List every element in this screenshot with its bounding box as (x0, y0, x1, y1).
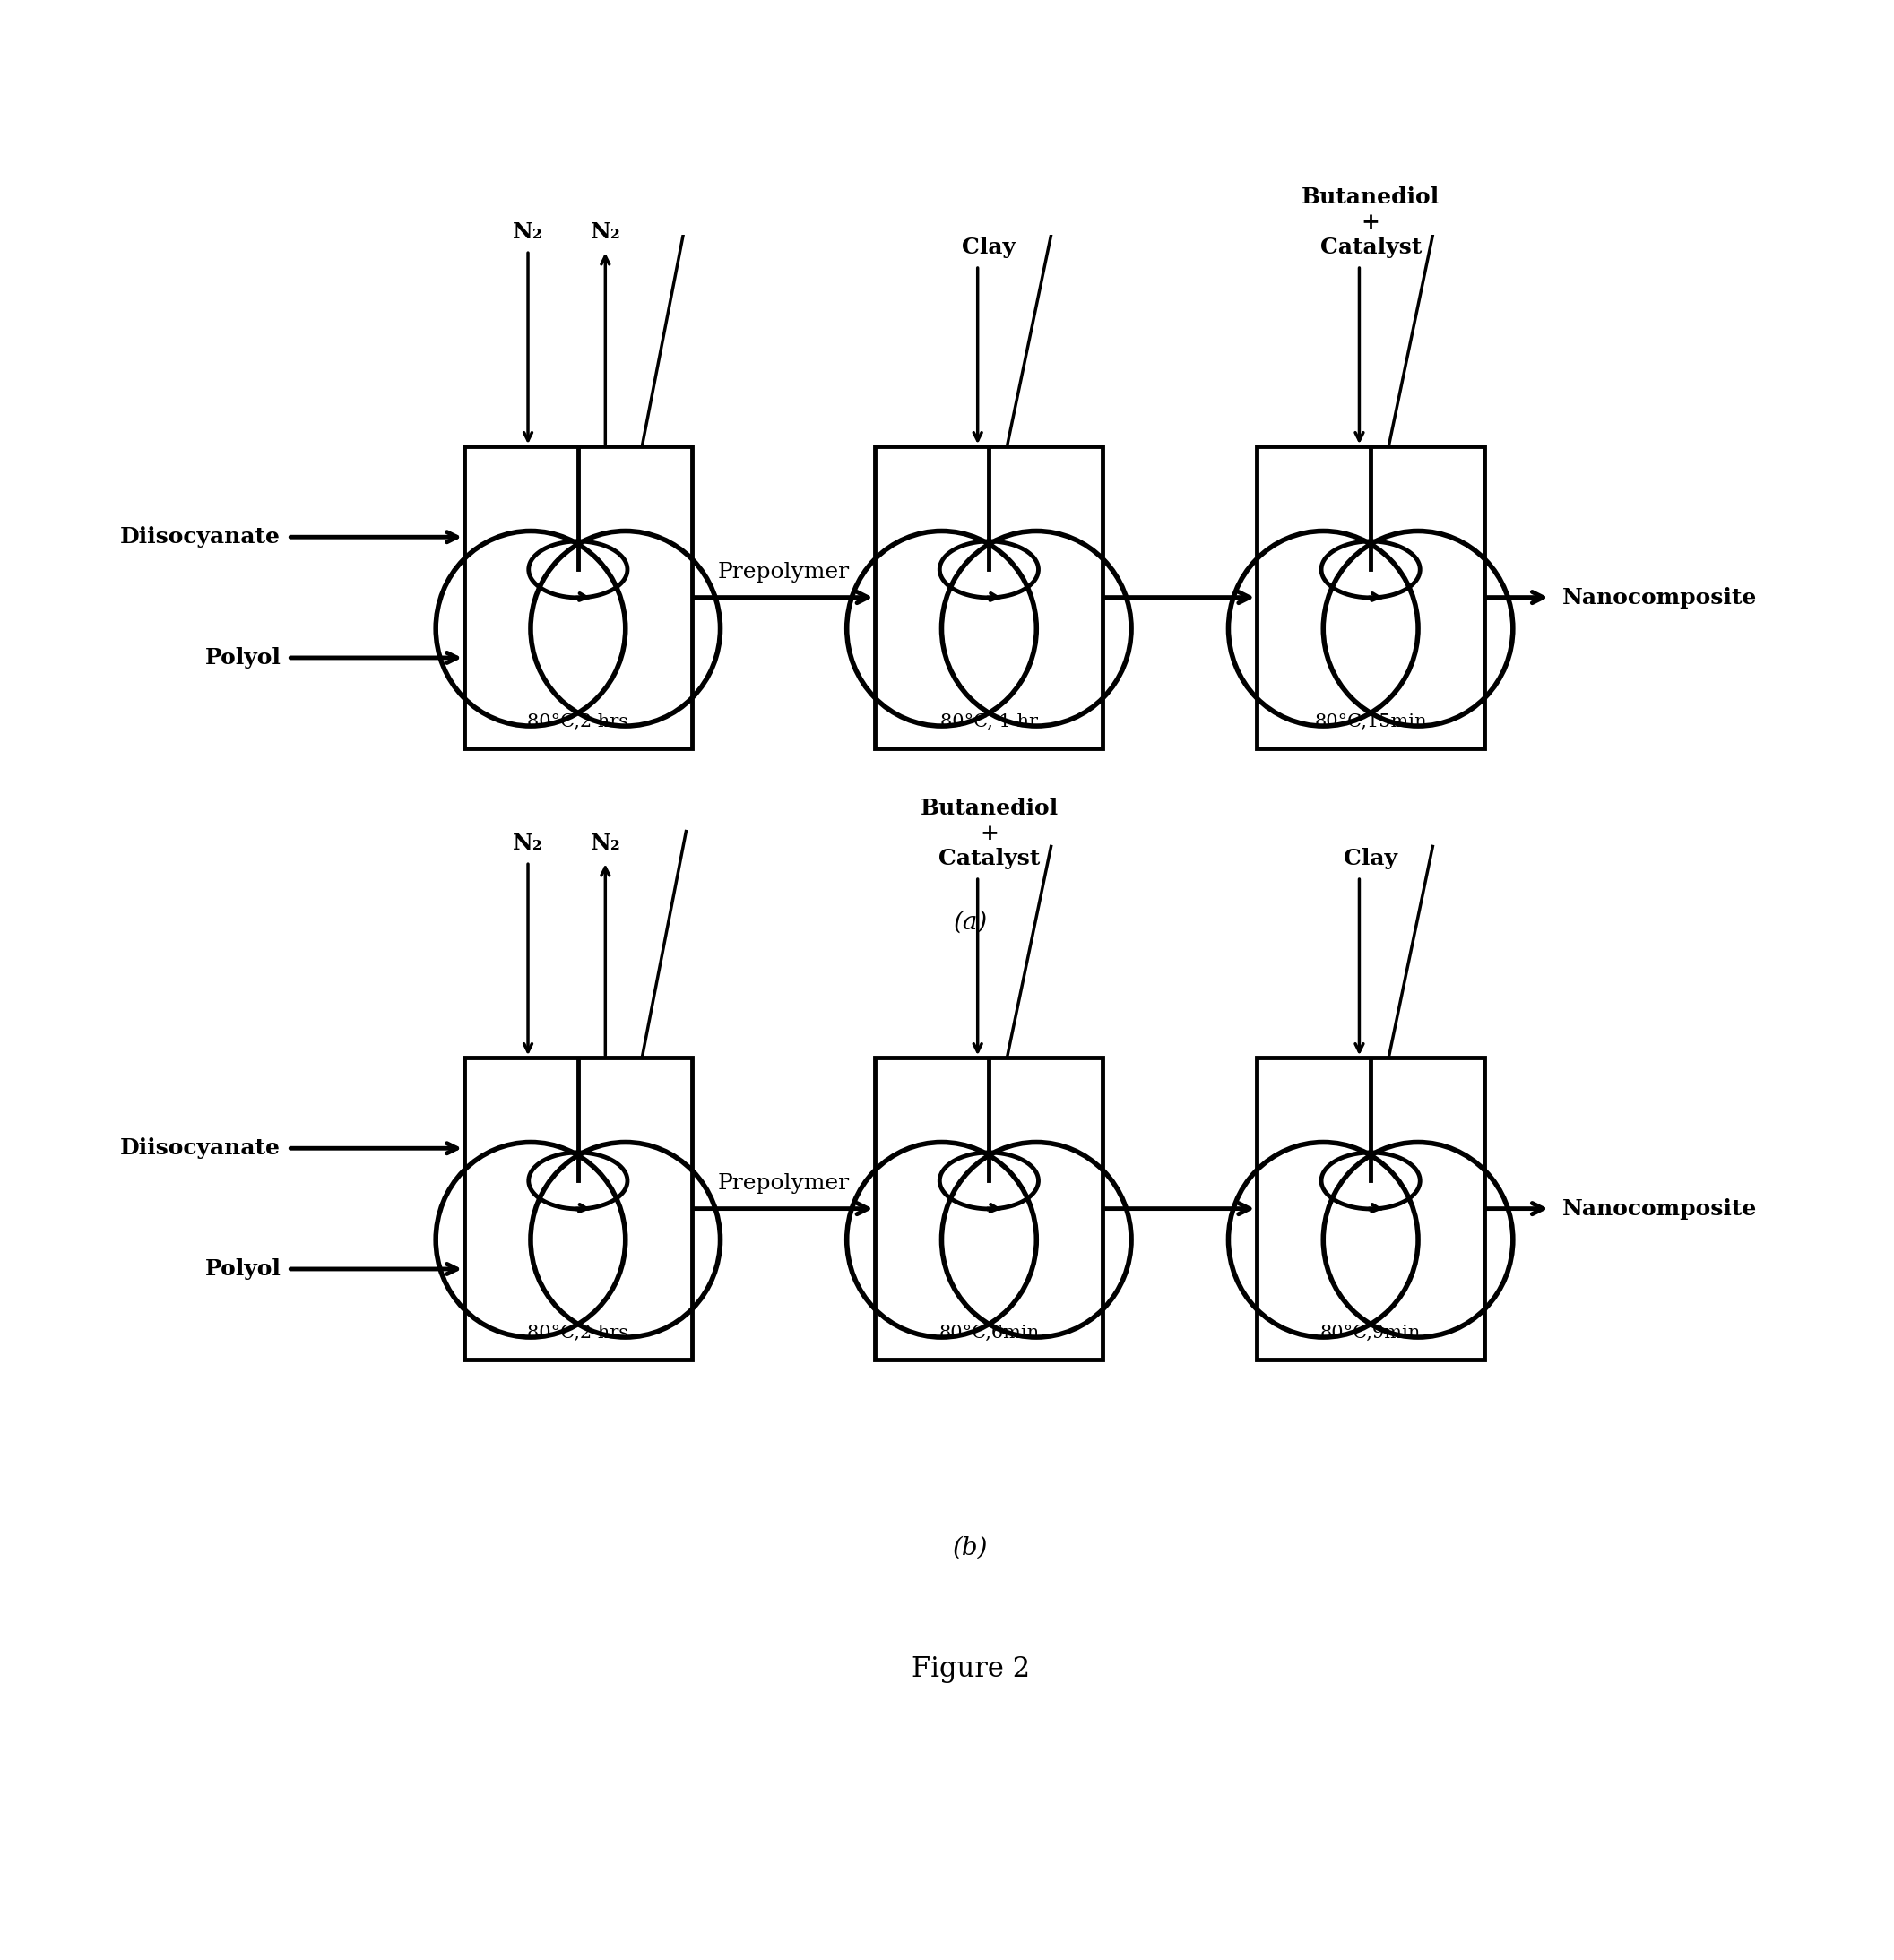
Bar (875, 1058, 1102, 1360)
Bar (464, 1058, 691, 1360)
Bar (464, 447, 691, 749)
Text: Diisocyanate: Diisocyanate (121, 527, 280, 547)
Text: 80°C,2 hrs: 80°C,2 hrs (527, 713, 629, 731)
Text: Polyol: Polyol (205, 1258, 280, 1280)
Text: Prepolymer: Prepolymer (718, 1172, 850, 1194)
Text: Nanocomposite: Nanocomposite (1563, 1198, 1758, 1219)
Bar (1258, 1058, 1485, 1360)
Bar (1258, 447, 1485, 749)
Text: Figure 2: Figure 2 (911, 1654, 1030, 1684)
Text: Clay: Clay (1343, 847, 1398, 868)
Text: Diisocyanate: Diisocyanate (121, 1137, 280, 1158)
Text: 80°C,15min: 80°C,15min (1314, 713, 1426, 731)
Text: 80°C,2 hrs: 80°C,2 hrs (527, 1325, 629, 1341)
Text: 80°C, 1 hr: 80°C, 1 hr (939, 713, 1038, 731)
Text: 80°C,6min: 80°C,6min (939, 1325, 1040, 1341)
Text: Butanediol
+
Catalyst: Butanediol + Catalyst (920, 798, 1059, 868)
Text: 80°C,9min: 80°C,9min (1320, 1325, 1420, 1341)
Text: (b): (b) (953, 1537, 989, 1560)
Text: Polyol: Polyol (205, 647, 280, 668)
Text: Butanediol
+
Catalyst: Butanediol + Catalyst (1301, 186, 1439, 259)
Text: N₂: N₂ (591, 221, 621, 243)
Text: Nanocomposite: Nanocomposite (1563, 586, 1758, 608)
Text: (a): (a) (953, 909, 989, 935)
Text: Clay: Clay (962, 237, 1015, 259)
Text: Prepolymer: Prepolymer (718, 563, 850, 582)
Text: N₂: N₂ (513, 221, 544, 243)
Text: N₂: N₂ (591, 833, 621, 855)
Text: N₂: N₂ (513, 833, 544, 855)
Bar (875, 447, 1102, 749)
